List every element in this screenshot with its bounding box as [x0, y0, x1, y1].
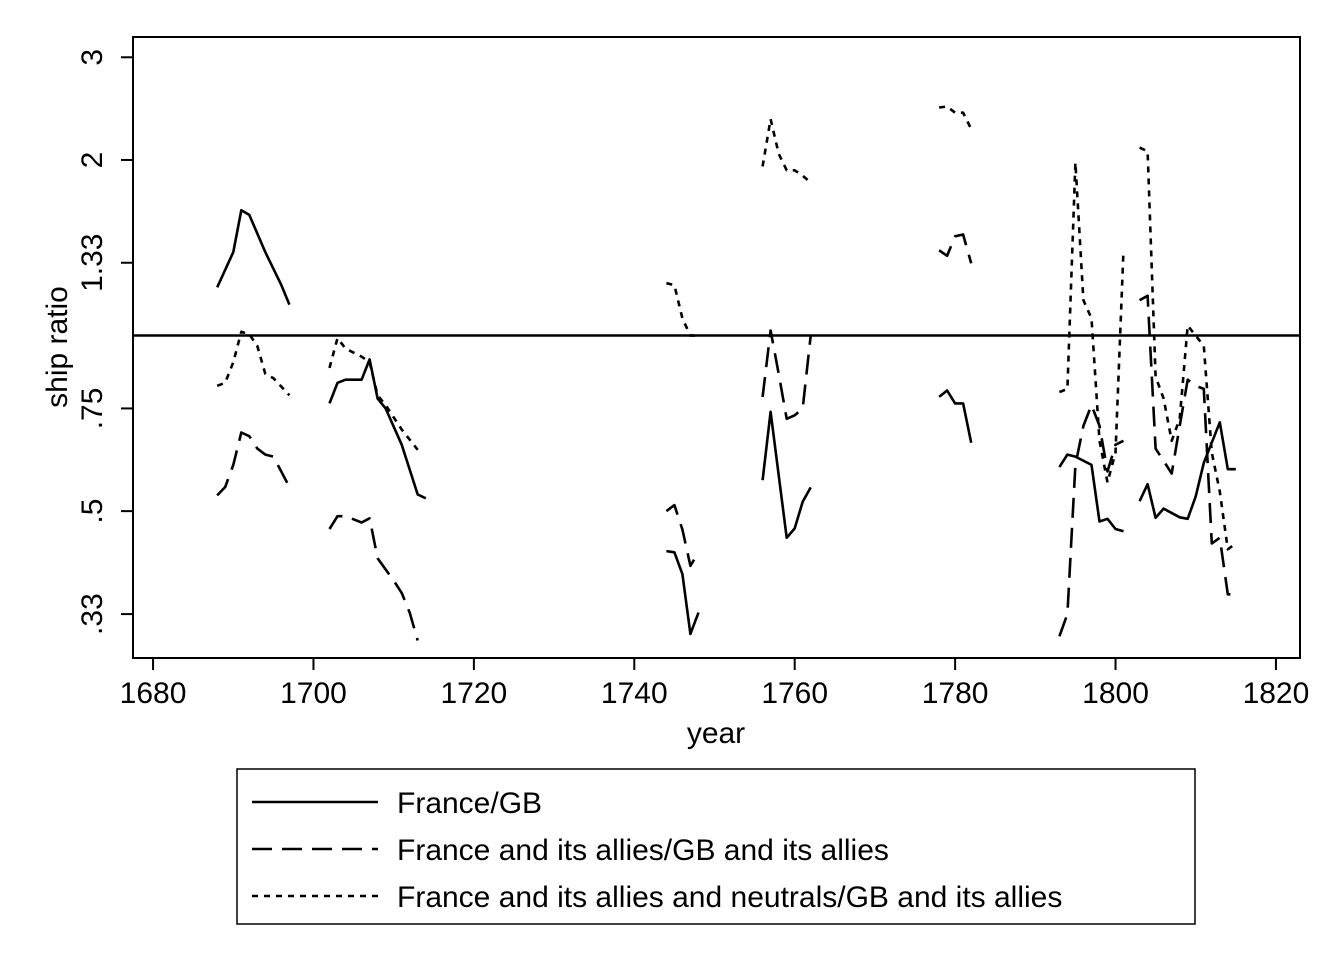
series-line-segment [938, 105, 973, 130]
series-line-segment [761, 410, 812, 540]
legend-label: France/GB [397, 787, 542, 820]
series-line-segment [761, 117, 812, 184]
x-tick-label: 1700 [280, 677, 347, 710]
x-tick-label: 1680 [120, 677, 187, 710]
legend-label: France and its allies/GB and its allies [397, 834, 889, 867]
plot-frame [132, 36, 1301, 659]
x-axis-title: year [687, 717, 745, 750]
series-line-segment [328, 514, 419, 641]
y-tick-label: 1.33 [76, 234, 109, 292]
y-tick-label: .33 [76, 593, 109, 635]
series-line-segment [216, 208, 291, 306]
axes-layer: 1680 1700 1720 1740 1760 1780 1800 1820 .33 .5 .75… [76, 49, 1309, 710]
series-line-segment [328, 358, 427, 500]
series-line-segment [666, 281, 699, 337]
legend-box [236, 768, 1196, 925]
series-line-segment [666, 549, 700, 636]
x-tick-label: 1720 [441, 677, 508, 710]
series-2 [216, 233, 1236, 641]
series-line-segment [1138, 294, 1236, 596]
x-tick-label: 1740 [601, 677, 668, 710]
series-3 [216, 105, 1237, 551]
series-line-segment [216, 431, 291, 497]
y-tick-label: 3 [76, 49, 109, 66]
series-line-segment [938, 233, 973, 264]
legend: France/GB France and its allies/GB and it… [236, 768, 1196, 925]
y-tick-label: 2 [76, 152, 109, 169]
series-line-segment [328, 336, 419, 451]
series-line-segment [216, 330, 291, 397]
y-tick-label: .5 [76, 499, 109, 524]
series-line-segment [1058, 453, 1124, 533]
series-line-segment [665, 503, 700, 568]
series-layer [216, 105, 1237, 641]
x-tick-label: 1820 [1243, 677, 1310, 710]
series-1 [216, 208, 1236, 636]
x-tick-label: 1800 [1082, 677, 1149, 710]
x-tick-label: 1780 [922, 677, 989, 710]
series-line-segment [761, 329, 812, 421]
series-line-segment [1058, 403, 1125, 637]
series-line-segment [938, 389, 973, 443]
series-line-segment [1139, 146, 1237, 551]
series-line-segment [1058, 161, 1125, 484]
x-tick-label: 1760 [761, 677, 828, 710]
legend-label: France and its allies and neutrals/GB an… [397, 881, 1062, 914]
y-axis-title: ship ratio [41, 286, 74, 408]
y-tick-label: .75 [76, 388, 109, 430]
series-line-segment [1138, 421, 1236, 521]
